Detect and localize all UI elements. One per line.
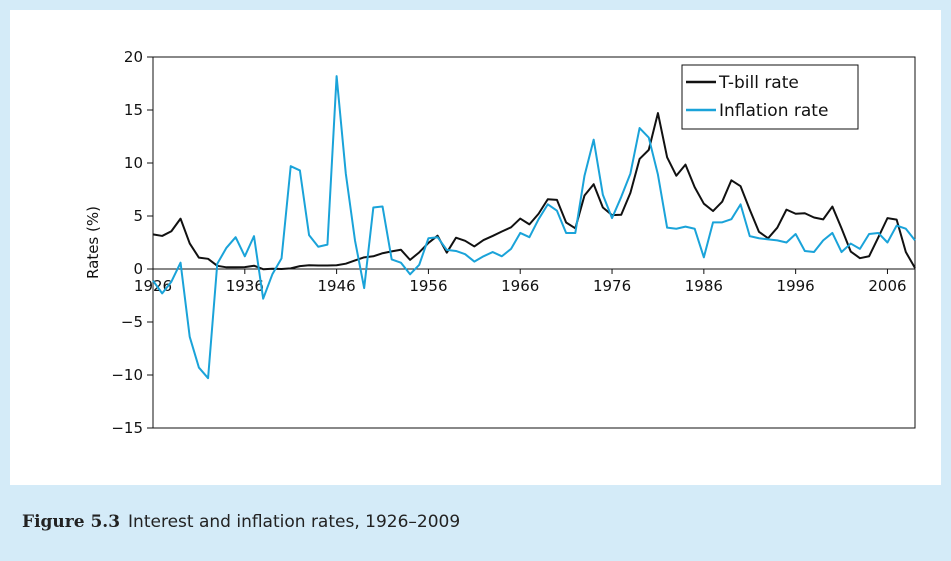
legend-label: T-bill rate — [718, 73, 799, 93]
caption-label: Figure 5.3 — [22, 512, 121, 532]
x-tick-label: 2006 — [868, 277, 906, 295]
y-tick-label: 20 — [124, 48, 143, 66]
x-tick-label: 1986 — [685, 277, 723, 295]
y-axis-label: Rates (%) — [84, 206, 102, 279]
x-tick-label: 1946 — [318, 277, 356, 295]
series-line — [152, 112, 916, 271]
plot-frame — [152, 56, 916, 429]
chart: −15 −10 −5 0 5 10 15 20 1926 1936 1946 1956 1966 1976… — [84, 48, 916, 437]
y-tick-label: 0 — [133, 260, 143, 278]
legend-label: Inflation rate — [719, 101, 828, 121]
y-tick-label: −5 — [121, 313, 143, 331]
y-tick-label: 15 — [124, 101, 143, 119]
chart-panel: −15 −10 −5 0 5 10 15 20 1926 1936 1946 1956 1966 1976… — [10, 10, 941, 485]
x-tick-label: 1966 — [501, 277, 539, 295]
x-tick-label: 1956 — [409, 277, 447, 295]
x-tick-label: 1976 — [593, 277, 631, 295]
y-tick-label: −15 — [111, 419, 143, 437]
figure-caption: Figure 5.3 Interest and inflation rates, … — [22, 512, 460, 532]
x-tick-label: 1936 — [226, 277, 264, 295]
series-line — [152, 75, 916, 380]
caption-text: Interest and inflation rates, 1926–2009 — [128, 512, 461, 532]
y-tick-label: 5 — [133, 207, 143, 225]
y-tick-label: 10 — [124, 154, 143, 172]
x-tick-label: 1996 — [777, 277, 815, 295]
y-tick-label: −10 — [111, 366, 143, 384]
x-tick-label: 1926 — [134, 277, 172, 295]
legend-box — [681, 64, 859, 130]
